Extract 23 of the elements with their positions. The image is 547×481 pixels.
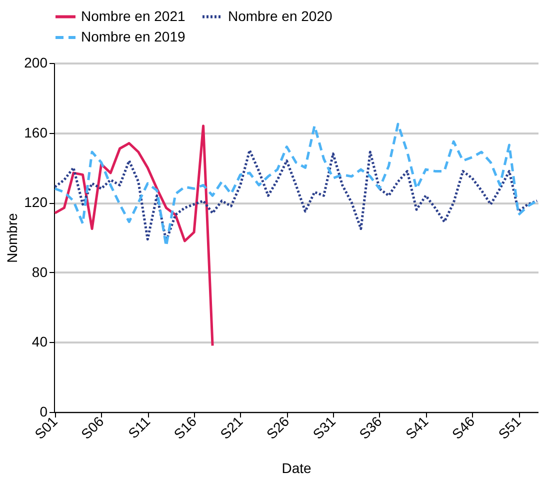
x-tick-label: S21: [216, 412, 246, 442]
line-series: [54, 124, 214, 347]
legend-label: Nombre en 2019: [81, 28, 186, 44]
x-tick-label: S46: [448, 412, 478, 442]
y-tick-label: 120: [24, 194, 48, 210]
x-tick-label: S11: [124, 412, 154, 442]
legend-label: Nombre en 2020: [228, 8, 333, 24]
y-tick-label: 160: [24, 124, 48, 140]
x-tick-label: S26: [263, 412, 292, 442]
legend-label: Nombre en 2021: [81, 8, 186, 24]
x-tick-label: S06: [78, 412, 107, 442]
x-tick-label: S16: [170, 412, 200, 442]
x-tick-label: S51: [495, 412, 524, 442]
x-tick-label: S41: [402, 412, 432, 442]
line-series: [54, 149, 538, 242]
x-tick-label: S36: [356, 412, 386, 442]
y-axis-title: Nombre: [4, 212, 20, 263]
x-tick-label: S31: [310, 412, 339, 442]
y-tick-label: 80: [32, 264, 48, 280]
y-tick-label: 40: [32, 334, 48, 350]
x-axis-title: Date: [282, 460, 312, 476]
y-tick-label: 0: [40, 404, 48, 420]
y-tick-label: 200: [24, 54, 48, 70]
